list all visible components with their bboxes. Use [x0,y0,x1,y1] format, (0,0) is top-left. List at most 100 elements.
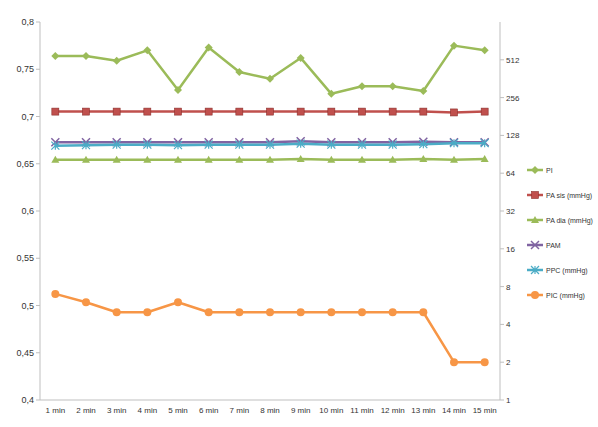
point [51,156,59,163]
series-line [55,294,484,362]
series-line [55,46,484,94]
y-tick [36,352,40,353]
y2-tick-label: 512 [506,56,520,65]
chart: 0,40,450,50,550,60,650,70,750,8124816326… [0,0,598,427]
point [52,108,59,115]
y2-tick-label: 4 [506,320,511,329]
point [175,108,182,115]
legend-label: PA dia (mmHg) [546,217,593,225]
point [328,108,335,115]
point [235,68,243,76]
point [358,82,366,90]
point [143,308,151,316]
point [205,141,213,149]
point [266,141,274,149]
point [205,108,212,115]
point [389,308,397,316]
point [389,156,397,163]
point [235,156,243,163]
point [327,90,335,98]
point [359,108,366,115]
y-tick [36,211,40,212]
x-tick-label: 8 min [260,406,280,415]
point [51,290,59,298]
point [420,108,427,115]
point [174,141,182,149]
point [83,108,90,115]
y2-tick-label: 8 [506,283,511,292]
point [327,156,335,163]
y2-tick [500,173,504,174]
y-tick-label: 0,45 [16,348,34,358]
y-tick-label: 0,4 [21,395,34,405]
point [235,141,243,149]
legend-marker [531,216,539,223]
legend-label: PAM [546,242,561,249]
point [235,308,243,316]
y2-tick-label: 64 [506,169,515,178]
point [389,108,396,115]
point [174,156,182,163]
legend-marker [531,291,539,299]
y-tick [36,116,40,117]
point [205,44,213,52]
plot-area [51,42,488,367]
y2-tick-label: 128 [506,131,520,140]
x-tick-label: 11 min [350,406,373,415]
x-tick-label: 13 min [411,406,435,415]
y2-tick [500,135,504,136]
y-tick [36,400,40,401]
point [481,155,489,162]
point [266,75,274,83]
point [358,156,366,163]
point [419,308,427,316]
y-tick-label: 0,5 [21,301,34,311]
x-tick-label: 14 min [442,406,466,415]
point [82,156,90,163]
x-tick-label: 6 min [199,406,219,415]
x-tick-label: 9 min [291,406,311,415]
point [82,298,90,306]
legend-marker [531,166,539,174]
x-tick-label: 10 min [319,406,343,415]
point [389,141,397,149]
legend-marker [531,241,539,249]
point [297,54,305,62]
y2-tick [500,211,504,212]
x-tick-label: 7 min [230,406,250,415]
point [113,57,121,65]
y2-tick-label: 32 [506,207,515,216]
x-tick-label: 5 min [168,406,188,415]
point [358,308,366,316]
point [236,108,243,115]
point [419,140,427,148]
y2-tick-label: 2 [506,358,511,367]
point [82,141,90,149]
y2-tick [500,286,504,287]
x-tick-label: 4 min [138,406,158,415]
y-tick-label: 0,8 [21,17,34,27]
point [419,155,427,162]
legend-marker [531,266,539,274]
point [143,156,151,163]
point [297,140,305,148]
y2-tick [500,97,504,98]
y2-tick-label: 16 [506,245,515,254]
x-tick-label: 1 min [46,406,66,415]
y2-tick [500,362,504,363]
point [450,156,458,163]
point [297,308,305,316]
legend: PIPA sis (mmHg)PA dia (mmHg)PAMPPC (mmHg… [527,166,593,300]
legend-label: PA sis (mmHg) [546,192,592,200]
y2-tick [500,400,504,401]
point [113,108,120,115]
point [205,308,213,316]
y-tick [36,258,40,259]
x-tick-label: 15 min [473,406,497,415]
point [113,156,121,163]
y2-tick [500,324,504,325]
legend-label: PPC (mmHg) [546,267,588,275]
point [419,87,427,95]
point [389,82,397,90]
point [144,108,151,115]
